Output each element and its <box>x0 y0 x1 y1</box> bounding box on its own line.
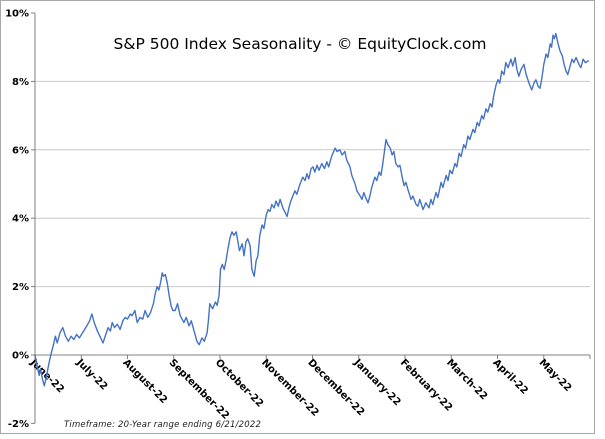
x-axis-label-may-22: May-22 <box>537 357 574 394</box>
x-axis-label-october-22: October-22 <box>213 357 265 409</box>
timeframe-note: Timeframe: 20-Year range ending 6/21/202… <box>64 420 262 430</box>
x-axis-label-april-22: April-22 <box>490 357 529 396</box>
x-axis-label-july-22: July-22 <box>73 357 109 393</box>
y-axis-label-6pct: 6% <box>12 145 29 156</box>
y-axis-label-2pct: 2% <box>12 282 29 293</box>
x-axis-label-august-22: August-22 <box>120 357 169 406</box>
x-axis-label-january-22: January-22 <box>351 357 403 409</box>
x-axis-label-march-22: March-22 <box>444 357 489 402</box>
y-axis-label-8pct: 8% <box>12 77 29 88</box>
y-axis-label--2pct: -2% <box>8 419 29 430</box>
chart-border-frame <box>0 0 595 434</box>
chart-title: S&P 500 Index Seasonality - © EquityCloc… <box>113 35 487 53</box>
y-axis-label-10pct: 10% <box>5 9 29 20</box>
series-line-0 <box>34 32 589 387</box>
y-axis-label-0pct: 0% <box>12 351 29 362</box>
y-axis-label-4pct: 4% <box>12 214 29 225</box>
